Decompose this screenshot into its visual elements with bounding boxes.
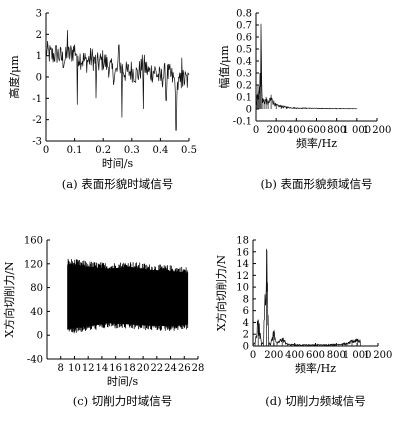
x-tick-label: 22 xyxy=(150,363,163,374)
x-tick-label: 1 000 xyxy=(343,125,372,136)
x-tick-label: 0.3 xyxy=(124,145,140,156)
x-axis-label: 频率/Hz xyxy=(296,136,337,150)
y-tick-label: -2 xyxy=(32,115,42,126)
x-tick-label: 10 xyxy=(68,363,81,374)
y-tick-label: -40 xyxy=(27,355,43,366)
x-tick-label: 12 xyxy=(82,363,95,374)
y-tick-label: 3 xyxy=(36,9,42,20)
series-noise xyxy=(67,258,189,334)
x-tick-label: 28 xyxy=(192,363,205,374)
y-tick-label: 80 xyxy=(30,283,43,294)
y-tick-label: 1 xyxy=(36,51,42,62)
y-tick-label: 40 xyxy=(30,307,43,318)
y-tick-label: 10 xyxy=(236,283,249,294)
y-tick-label: 0 xyxy=(246,105,252,116)
x-tick-label: 0.1 xyxy=(67,145,83,156)
y-tick-label: 6 xyxy=(243,306,249,317)
x-tick-label: 1 000 xyxy=(343,350,372,361)
x-tick-label: 400 xyxy=(285,350,304,361)
y-tick-label: 4 xyxy=(243,318,249,329)
y-axis-label: X方向切削力/N xyxy=(2,261,16,338)
y-tick-label: 12 xyxy=(236,271,249,282)
panel-caption: (b) 表面形貌频域信号 xyxy=(261,177,373,191)
y-tick-label: 160 xyxy=(24,236,43,247)
x-tick-label: 8 xyxy=(58,363,64,374)
y-tick-label: 14 xyxy=(236,259,249,270)
y-axis-label: X方向切削力/N xyxy=(214,255,228,332)
x-tick-label: 0.2 xyxy=(95,145,111,156)
x-tick-label: 0 xyxy=(253,125,259,136)
y-tick-label: 0.4 xyxy=(236,57,252,68)
x-tick-label: 1 200 xyxy=(364,350,393,361)
x-tick-label: 24 xyxy=(164,363,177,374)
y-tick-label: 8 xyxy=(243,294,249,305)
x-tick-label: 0 xyxy=(250,350,256,361)
y-tick-label: 2 xyxy=(36,30,42,41)
x-tick-label: 800 xyxy=(327,350,346,361)
y-tick-label: -0.1 xyxy=(233,117,252,128)
y-tick-label: 0.5 xyxy=(236,45,252,56)
series-line xyxy=(45,30,190,131)
y-tick-label: -1 xyxy=(32,94,42,105)
x-axis-label: 时间/s xyxy=(102,157,134,170)
x-axis-label: 时间/s xyxy=(107,375,139,388)
y-tick-label: 18 xyxy=(236,236,249,247)
series-line xyxy=(252,248,361,347)
x-tick-label: 0.4 xyxy=(152,145,168,156)
x-tick-label: 26 xyxy=(178,363,191,374)
x-tick-label: 600 xyxy=(306,350,325,361)
panel-c: 8 10 12 14 16 18 20 22 24 26 28 160 120 80 40 0 -40 时间/s X… xyxy=(2,236,204,409)
x-tick-label: 18 xyxy=(123,363,136,374)
y-tick-label: 0 xyxy=(36,73,42,84)
x-tick-label: 0 xyxy=(43,145,49,156)
y-tick-label: 0 xyxy=(37,331,43,342)
x-tick-label: 1 200 xyxy=(363,125,392,136)
series-line xyxy=(255,23,358,110)
y-tick-label: -3 xyxy=(32,137,42,148)
y-tick-label: 0.3 xyxy=(236,69,252,80)
y-tick-label: 2 xyxy=(243,330,249,341)
y-tick-label: 0.2 xyxy=(236,81,252,92)
x-tick-label: 800 xyxy=(327,125,346,136)
y-tick-label: 0.7 xyxy=(236,21,252,32)
panel-caption: (d) 切削力频域信号 xyxy=(265,394,366,408)
y-tick-label: 0.8 xyxy=(236,9,252,20)
y-tick-label: 0 xyxy=(243,342,249,353)
panel-caption: (c) 切削力时域信号 xyxy=(73,394,173,408)
x-tick-label: 14 xyxy=(96,363,109,374)
x-tick-label: 20 xyxy=(137,363,150,374)
y-tick-label: 16 xyxy=(236,247,249,258)
x-tick-label: 200 xyxy=(267,125,286,136)
y-axis-label: 高度/μm xyxy=(7,55,21,99)
y-tick-label: 120 xyxy=(24,259,43,270)
x-tick-label: 0.5 xyxy=(181,145,197,156)
x-axis-label: 频率/Hz xyxy=(295,361,336,375)
x-tick-label: 200 xyxy=(264,350,283,361)
x-tick-label: 600 xyxy=(307,125,326,136)
y-axis-label: 幅值/μm xyxy=(218,45,231,89)
x-tick-label: 400 xyxy=(287,125,306,136)
x-tick-label: 16 xyxy=(109,363,122,374)
y-tick-label: 0.1 xyxy=(236,93,252,104)
panel-a: 0 0.1 0.2 0.3 0.4 0.5 3 2 1 0 -1 -2 -3 时间/s 高度/μm (a) 表… xyxy=(7,9,197,192)
panel-caption: (a) 表面形貌时域信号 xyxy=(62,177,173,191)
y-tick-label: 0.6 xyxy=(236,33,252,44)
